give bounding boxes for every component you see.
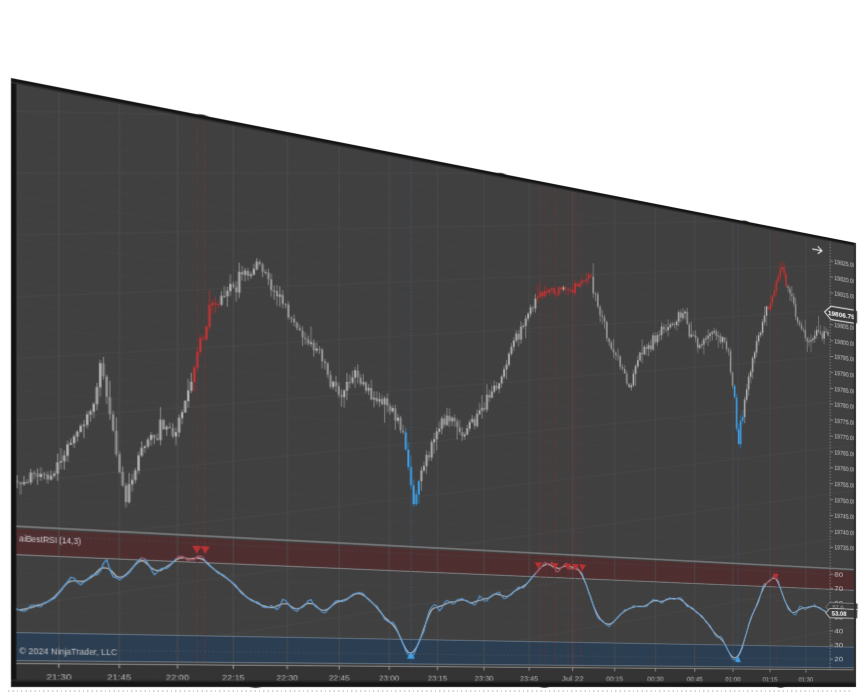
svg-text:23:15: 23:15 — [428, 675, 447, 684]
svg-text:19785.00: 19785.00 — [834, 385, 855, 395]
svg-text:60: 60 — [834, 600, 843, 608]
svg-text:19825.00: 19825.00 — [834, 258, 855, 269]
svg-text:50: 50 — [834, 614, 843, 621]
svg-text:19765.00: 19765.00 — [834, 449, 855, 458]
svg-text:19795.00: 19795.00 — [834, 354, 855, 364]
svg-text:19780.00: 19780.00 — [834, 401, 855, 411]
svg-text:01:00: 01:00 — [725, 676, 740, 684]
svg-text:19790.00: 19790.00 — [834, 370, 855, 380]
svg-text:19800.00: 19800.00 — [834, 338, 855, 348]
svg-text:22:45: 22:45 — [329, 674, 350, 683]
svg-text:30: 30 — [834, 642, 843, 649]
svg-text:00:45: 00:45 — [687, 676, 703, 684]
svg-text:19820.00: 19820.00 — [834, 274, 855, 285]
svg-text:© 2024 NinjaTrader, LLC: © 2024 NinjaTrader, LLC — [19, 647, 117, 658]
svg-text:19755.00: 19755.00 — [834, 481, 855, 490]
svg-text:70: 70 — [834, 585, 843, 593]
svg-text:57.6: 57.6 — [832, 604, 843, 611]
svg-text:01:15: 01:15 — [763, 676, 778, 683]
svg-text:20: 20 — [834, 656, 843, 663]
svg-text:19745.00: 19745.00 — [834, 512, 855, 521]
svg-text:01:30: 01:30 — [799, 676, 813, 683]
svg-text:aiBestRSI (14,3): aiBestRSI (14,3) — [19, 533, 81, 546]
svg-text:22:30: 22:30 — [276, 674, 298, 683]
svg-text:21:30: 21:30 — [46, 673, 71, 683]
svg-text:Jul 22: Jul 22 — [562, 675, 584, 683]
svg-text:22:15: 22:15 — [222, 674, 244, 683]
svg-text:19815.00: 19815.00 — [834, 290, 855, 301]
svg-text:23:45: 23:45 — [520, 675, 538, 683]
svg-text:19805.00: 19805.00 — [834, 322, 855, 333]
svg-text:19750.00: 19750.00 — [834, 497, 855, 506]
svg-text:80: 80 — [834, 571, 843, 579]
svg-text:00:15: 00:15 — [606, 675, 623, 683]
svg-text:19775.00: 19775.00 — [834, 417, 855, 427]
svg-text:19735.00: 19735.00 — [834, 544, 855, 552]
svg-text:22:00: 22:00 — [166, 673, 189, 682]
svg-text:00:30: 00:30 — [647, 676, 663, 684]
svg-text:19740.00: 19740.00 — [834, 528, 855, 537]
svg-text:19760.00: 19760.00 — [834, 465, 855, 474]
svg-text:40: 40 — [834, 628, 843, 635]
svg-text:19770.00: 19770.00 — [834, 433, 855, 443]
svg-text:23:00: 23:00 — [379, 674, 399, 683]
svg-text:21:45: 21:45 — [107, 673, 131, 683]
svg-text:23:30: 23:30 — [475, 675, 494, 683]
svg-text:19810.00: 19810.00 — [834, 306, 855, 317]
svg-text:53.08: 53.08 — [832, 611, 847, 618]
